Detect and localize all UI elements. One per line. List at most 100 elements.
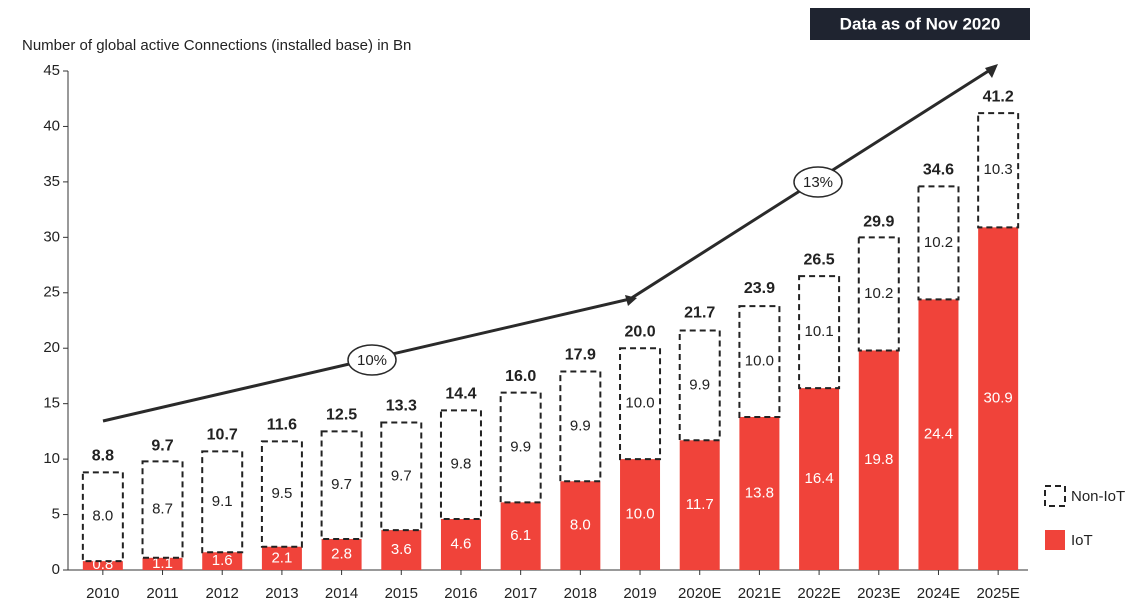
non-iot-bar — [260, 440, 303, 548]
iot-value-label: 11.7 — [686, 496, 714, 513]
trend-arrow — [102, 68, 991, 423]
total-label: 41.2 — [983, 88, 1014, 105]
note-text: Data as of Nov 2020 — [840, 14, 1001, 33]
iot-value-label: 19.8 — [864, 451, 893, 468]
iot-value-label: 6.1 — [510, 527, 531, 544]
iot-bar — [82, 561, 123, 570]
non-iot-value-label: 9.1 — [212, 493, 233, 510]
iot-value-label: 24.4 — [924, 426, 953, 443]
iot-bar — [858, 350, 899, 570]
non-iot-value-label: 9.8 — [451, 456, 472, 473]
x-tick-label: 2025E — [976, 585, 1019, 602]
non-iot-value-label: 10.1 — [804, 323, 833, 340]
label-bg — [681, 375, 718, 396]
non-iot-value-label: 10.2 — [864, 285, 893, 302]
total-label: 9.7 — [151, 438, 173, 455]
cagr-bubble — [793, 166, 843, 198]
total-label: 20.0 — [624, 323, 655, 340]
label-bg — [263, 484, 300, 505]
label-bg — [860, 283, 897, 304]
x-tick-label: 2017 — [504, 585, 537, 602]
total-label: 8.8 — [92, 448, 114, 465]
cagr-bubble — [347, 344, 397, 376]
x-tick-label: 2015 — [385, 585, 418, 602]
label-bg — [980, 160, 1017, 181]
label-bg — [204, 491, 241, 512]
iot-bar — [500, 502, 541, 570]
iot-value-label: 2.8 — [331, 545, 352, 562]
legend-swatch — [1045, 530, 1065, 550]
x-tick-label: 2014 — [325, 585, 358, 602]
iot-value-label: 10.0 — [625, 506, 654, 523]
label-bg — [442, 454, 479, 475]
y-tick-label: 20 — [43, 339, 60, 356]
total-label: 13.3 — [386, 398, 417, 415]
y-tick-label: 10 — [43, 450, 60, 467]
total-label: 23.9 — [744, 280, 775, 297]
x-tick-label: 2022E — [797, 585, 840, 602]
non-iot-value-label: 9.7 — [391, 467, 412, 484]
arrow-head — [625, 295, 637, 306]
iot-bar — [381, 530, 422, 570]
label-bg — [502, 437, 539, 458]
non-iot-value-label: 9.7 — [331, 476, 352, 493]
legend-label: Non-IoT — [1071, 488, 1125, 505]
total-label: 10.7 — [207, 427, 238, 444]
arrow-head — [985, 64, 998, 78]
non-iot-bar — [439, 409, 482, 520]
cagr-label: 13% — [803, 174, 833, 191]
y-tick-label: 45 — [43, 62, 60, 79]
label-bg — [562, 416, 599, 437]
iot-value-label: 2.1 — [271, 549, 292, 566]
total-label: 14.4 — [445, 386, 476, 403]
y-tick-label: 25 — [43, 284, 60, 301]
non-iot-bar — [619, 347, 662, 461]
non-iot-value-label: 10.2 — [924, 234, 953, 251]
y-tick-label: 0 — [52, 561, 60, 578]
x-tick-label: 2012 — [206, 585, 239, 602]
iot-bar — [202, 552, 243, 570]
label-bg — [144, 499, 181, 520]
total-label: 29.9 — [863, 214, 894, 231]
total-label: 17.9 — [565, 347, 596, 364]
non-iot-value-label: 9.9 — [570, 417, 591, 434]
iot-bar — [261, 546, 302, 570]
non-iot-bar — [678, 329, 721, 442]
label-bg — [383, 466, 420, 487]
x-tick-label: 2023E — [857, 585, 900, 602]
non-iot-bar — [201, 450, 244, 554]
y-tick-label: 5 — [52, 506, 60, 523]
legend-swatch — [1044, 485, 1066, 507]
iot-bar — [440, 518, 481, 570]
chart-title: Number of global active Connections (ins… — [22, 37, 411, 54]
x-tick-label: 2018 — [564, 585, 597, 602]
non-iot-bar — [917, 185, 960, 301]
x-tick-label: 2024E — [917, 585, 960, 602]
label-bg — [801, 322, 838, 343]
iot-bar — [918, 299, 959, 570]
label-bg — [622, 393, 659, 414]
non-iot-value-label: 10.3 — [984, 161, 1013, 178]
total-label: 26.5 — [804, 251, 835, 268]
iot-value-label: 8.0 — [570, 517, 591, 534]
iot-bar — [560, 481, 601, 570]
non-iot-bar — [380, 421, 423, 532]
label-bg — [84, 506, 121, 527]
label-bg — [741, 351, 778, 372]
non-iot-value-label: 9.9 — [689, 376, 710, 393]
total-label: 21.7 — [684, 305, 715, 322]
label-bg — [323, 475, 360, 496]
non-iot-value-label: 8.7 — [152, 501, 173, 518]
x-tick-label: 2011 — [146, 585, 178, 602]
iot-value-label: 16.4 — [804, 470, 833, 487]
cagr-label: 10% — [357, 352, 387, 369]
non-iot-bar — [559, 370, 602, 483]
total-label: 16.0 — [505, 368, 536, 385]
total-label: 11.6 — [267, 417, 297, 434]
iot-bar — [321, 538, 362, 570]
iot-value-label: 1.6 — [212, 552, 233, 569]
y-tick-label: 30 — [43, 228, 60, 245]
x-tick-label: 2010 — [86, 585, 119, 602]
